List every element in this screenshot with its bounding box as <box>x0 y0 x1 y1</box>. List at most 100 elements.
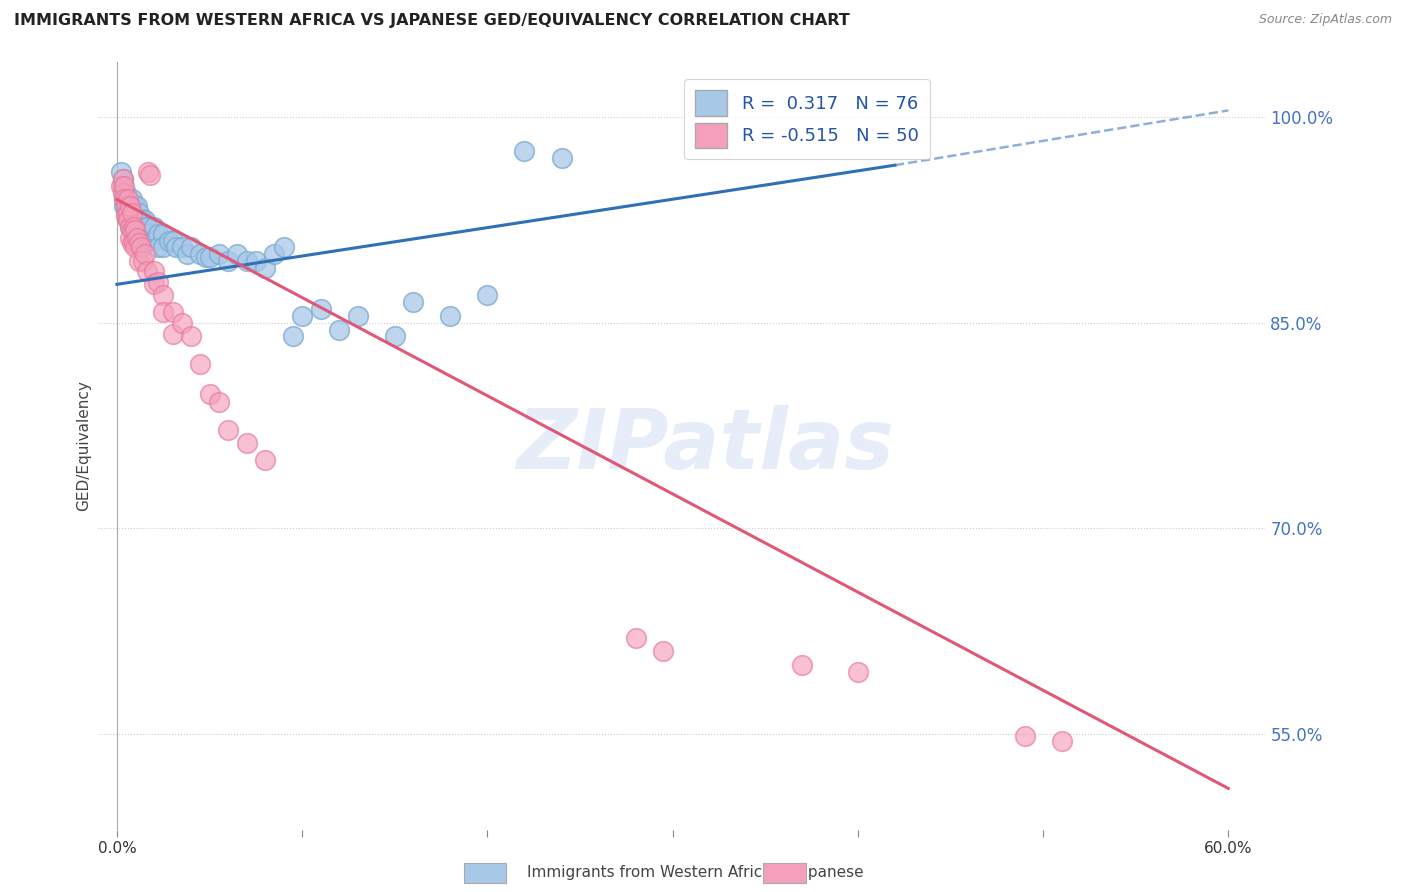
Point <box>121 206 143 220</box>
Point <box>1050 733 1073 747</box>
Point <box>135 219 157 234</box>
Point <box>117 206 139 220</box>
Point <box>152 305 174 319</box>
Point <box>792 658 814 673</box>
Point <box>477 288 499 302</box>
Point <box>165 240 187 254</box>
Point <box>291 309 314 323</box>
Point <box>121 199 143 213</box>
Point <box>121 193 143 207</box>
Point <box>118 199 141 213</box>
Point <box>132 227 155 241</box>
Point <box>217 254 239 268</box>
Point <box>132 213 155 227</box>
Point <box>550 152 572 166</box>
Point <box>328 322 350 336</box>
Point <box>624 631 647 645</box>
Point <box>194 250 217 264</box>
Point <box>115 209 138 223</box>
Point <box>127 231 149 245</box>
Point <box>134 247 156 261</box>
Point <box>118 206 141 220</box>
Point <box>176 247 198 261</box>
Point <box>198 387 221 401</box>
Point <box>127 213 149 227</box>
Point <box>439 309 461 323</box>
Point <box>143 277 166 292</box>
Point <box>115 193 138 207</box>
Text: IMMIGRANTS FROM WESTERN AFRICA VS JAPANESE GED/EQUIVALENCY CORRELATION CHART: IMMIGRANTS FROM WESTERN AFRICA VS JAPANE… <box>14 13 849 29</box>
Point <box>254 260 277 275</box>
Point <box>117 193 139 207</box>
Point <box>128 254 150 268</box>
Point <box>110 165 132 179</box>
Point <box>226 247 249 261</box>
Point <box>1014 730 1036 744</box>
Point <box>121 222 143 236</box>
Point <box>162 234 184 248</box>
Point <box>281 329 304 343</box>
Point <box>273 240 295 254</box>
Point <box>139 227 162 241</box>
Point <box>122 219 145 234</box>
Point <box>384 329 406 343</box>
Point <box>111 172 134 186</box>
Point <box>652 644 675 658</box>
Point <box>115 199 138 213</box>
Point <box>146 275 169 289</box>
Point <box>112 178 135 193</box>
Point <box>128 236 150 251</box>
Point <box>112 186 135 200</box>
Point <box>180 240 202 254</box>
Point <box>117 199 139 213</box>
Point <box>128 206 150 220</box>
Point <box>513 145 536 159</box>
Point <box>111 186 134 200</box>
Point <box>118 219 141 234</box>
Text: Japanese: Japanese <box>794 865 865 880</box>
Point <box>846 665 869 679</box>
Point <box>208 395 231 409</box>
Point <box>138 165 160 179</box>
Point <box>152 288 174 302</box>
Point <box>112 193 135 207</box>
Point <box>122 219 145 234</box>
Text: Source: ZipAtlas.com: Source: ZipAtlas.com <box>1258 13 1392 27</box>
Y-axis label: GED/Equivalency: GED/Equivalency <box>76 381 91 511</box>
Point <box>115 199 138 213</box>
Point <box>208 247 231 261</box>
Point <box>117 213 139 227</box>
Text: ZIPatlas: ZIPatlas <box>516 406 894 486</box>
Point <box>139 234 162 248</box>
Point <box>121 213 143 227</box>
Point <box>129 213 152 227</box>
Point <box>132 254 155 268</box>
Point <box>122 199 145 213</box>
Point <box>117 213 139 227</box>
Point <box>129 219 152 234</box>
Point <box>124 219 146 234</box>
Point <box>143 234 166 248</box>
Point <box>112 193 135 207</box>
Point <box>254 452 277 467</box>
Point <box>152 240 174 254</box>
Point <box>146 227 169 241</box>
Point <box>152 227 174 241</box>
Point <box>135 263 157 277</box>
Point <box>217 423 239 437</box>
Point <box>121 206 143 220</box>
Text: Immigrants from Western Africa: Immigrants from Western Africa <box>527 865 772 880</box>
Legend: R =  0.317   N = 76, R = -0.515   N = 50: R = 0.317 N = 76, R = -0.515 N = 50 <box>685 79 929 159</box>
Point <box>118 231 141 245</box>
Point <box>157 234 180 248</box>
Point <box>111 178 134 193</box>
Point <box>162 305 184 319</box>
Point <box>402 295 425 310</box>
Point <box>198 250 221 264</box>
Point <box>180 329 202 343</box>
Point <box>117 193 139 207</box>
Point <box>118 213 141 227</box>
Point <box>162 326 184 341</box>
Point <box>115 186 138 200</box>
Point <box>124 222 146 236</box>
